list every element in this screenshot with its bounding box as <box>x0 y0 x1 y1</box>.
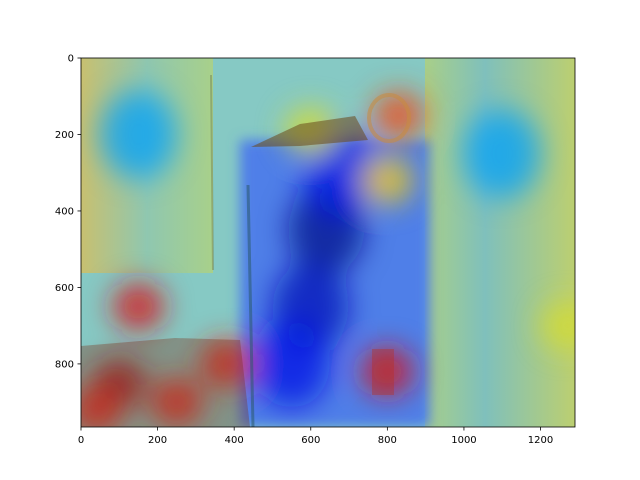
hotspot-2 <box>150 378 203 427</box>
y-tick-label-2: 400 <box>55 206 74 217</box>
x-tick-label-5: 1000 <box>451 435 476 446</box>
y-tick-label-0: 0 <box>68 54 74 65</box>
y-tick-label-4: 800 <box>55 359 74 370</box>
y-axis: 0 200 400 600 800 <box>55 54 81 370</box>
x-tick-label-0: 0 <box>78 435 84 446</box>
plot-frame <box>80 57 576 428</box>
hotspot-9 <box>81 385 123 427</box>
x-tick-label-3: 600 <box>301 435 320 446</box>
y-tick-label-3: 600 <box>55 283 74 294</box>
hotspot-7 <box>361 156 414 205</box>
photo-details <box>81 74 411 427</box>
x-axis: 0 200 400 600 800 1000 1200 <box>78 427 553 446</box>
plot-area <box>81 58 575 427</box>
coldspot-3 <box>253 319 330 408</box>
x-tick-label-1: 200 <box>148 435 167 446</box>
hotspot-8 <box>541 301 575 350</box>
hotspot-1 <box>112 282 165 331</box>
x-tick-label-2: 400 <box>225 435 244 446</box>
hotspot-4 <box>361 347 414 396</box>
y-tick-label-1: 200 <box>55 130 74 141</box>
x-tick-label-4: 800 <box>378 435 397 446</box>
hotspot-5 <box>372 91 425 140</box>
coldspot-4 <box>464 109 541 198</box>
coldspot-5 <box>100 90 177 179</box>
heatmap-blobs <box>81 90 575 427</box>
x-tick-label-6: 1200 <box>528 435 553 446</box>
hotspot-3 <box>200 339 253 388</box>
